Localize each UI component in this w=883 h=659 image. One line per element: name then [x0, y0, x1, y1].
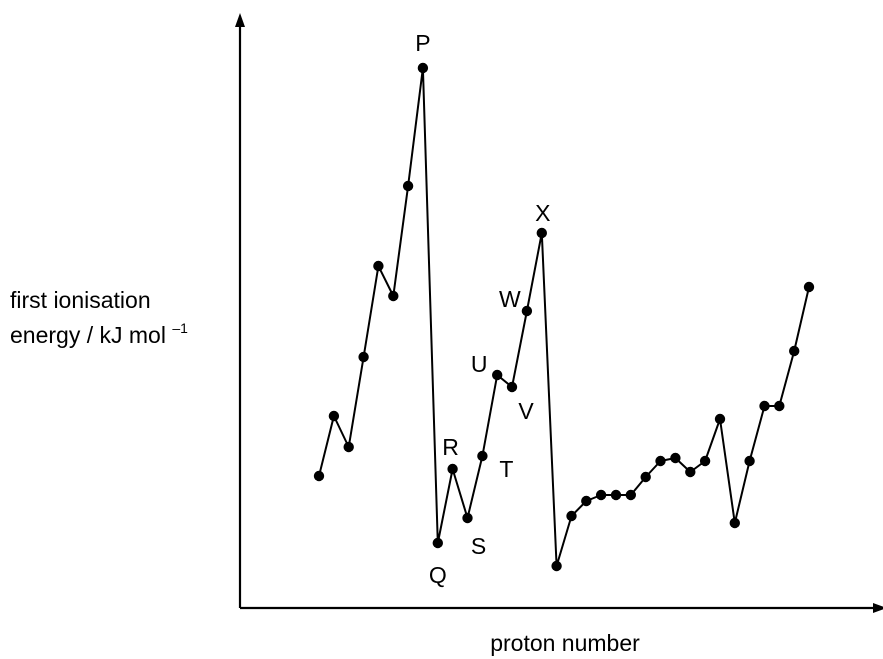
data-point-15 [521, 305, 533, 317]
y-axis-label-line1: first ionisation [10, 287, 151, 313]
point-label-t: T [499, 456, 513, 482]
data-point-16 [536, 227, 547, 239]
y-axis-label-superscript: –1 [172, 320, 188, 336]
data-point-7 [402, 180, 414, 192]
data-point-26 [685, 466, 696, 478]
data-point-21 [610, 489, 622, 501]
data-point-14 [506, 381, 518, 393]
point-label-u: U [471, 351, 488, 377]
series-line [318, 67, 810, 567]
point-label-v: V [518, 398, 534, 424]
data-point-22 [625, 489, 636, 501]
data-point-19 [581, 495, 592, 507]
y-axis-label-line2: energy / kJ mol –1 [10, 320, 188, 348]
point-label-s: S [471, 533, 486, 559]
data-point-33 [789, 345, 800, 357]
point-label-w: W [499, 286, 521, 312]
data-point-31 [759, 400, 770, 412]
data-point-10 [447, 463, 458, 475]
data-point-29 [729, 517, 740, 529]
point-label-x: X [535, 200, 550, 226]
data-point-12 [477, 450, 488, 462]
point-label-q: Q [429, 562, 447, 588]
x-axis-label: proton number [490, 630, 640, 656]
data-point-5 [373, 260, 384, 272]
data-point-13 [492, 369, 503, 381]
data-point-9 [432, 537, 443, 549]
data-point-2 [328, 410, 340, 422]
data-point-27 [699, 455, 711, 467]
data-point-6 [388, 290, 399, 302]
point-label-p: P [415, 30, 430, 56]
data-point-32 [774, 400, 785, 412]
series-layer: P Q R S T U V W X [313, 30, 815, 588]
data-point-11 [462, 512, 473, 524]
data-point-1 [313, 470, 325, 482]
data-point-4 [358, 351, 369, 363]
data-point-20 [595, 489, 607, 501]
data-point-23 [640, 471, 651, 483]
data-point-8 [417, 62, 429, 74]
data-point-34 [803, 281, 815, 293]
data-point-30 [744, 455, 755, 467]
data-point-25 [670, 452, 681, 464]
data-point-24 [655, 455, 666, 467]
data-point-17 [551, 560, 562, 572]
point-label-r: R [442, 434, 459, 460]
data-point-28 [714, 413, 726, 425]
data-point-18 [566, 510, 577, 522]
data-point-3 [343, 441, 354, 453]
y-axis-label-main: energy / kJ mol [10, 322, 166, 348]
